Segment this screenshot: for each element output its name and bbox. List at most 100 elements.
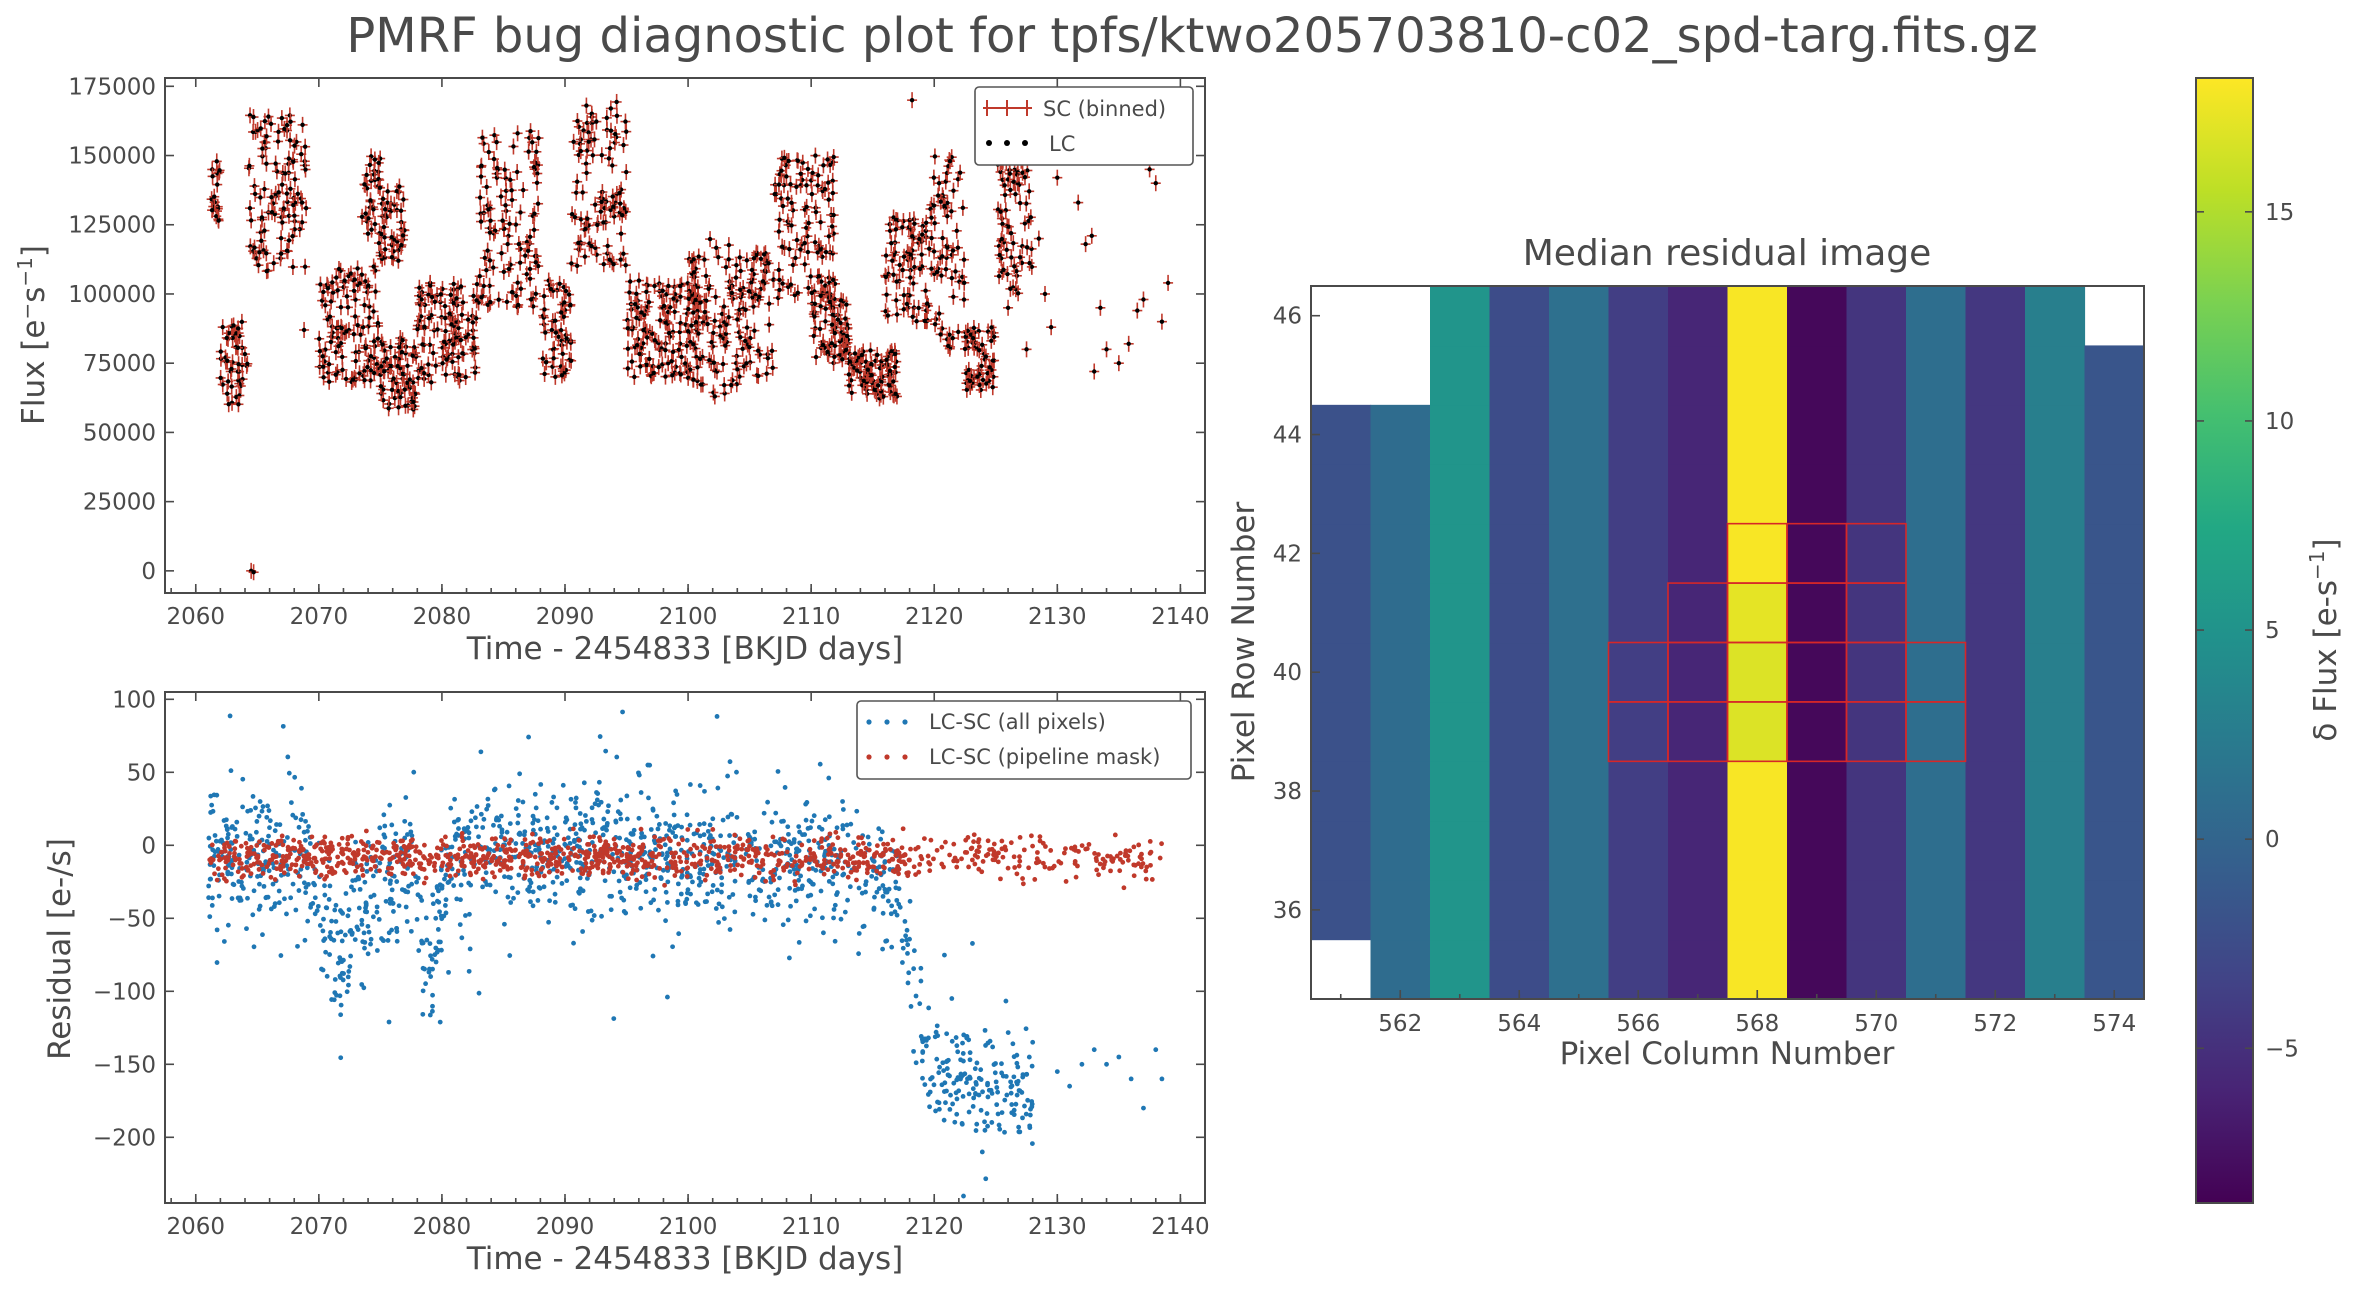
pipeline-mask-point [678,859,684,865]
flux-point [890,385,901,402]
residual-pixel [1608,345,1669,406]
pipeline-mask-point [752,875,758,880]
pipeline-mask-point [1143,876,1149,882]
flux-point [667,367,678,384]
flux-point [660,368,671,385]
flux-point [359,297,370,314]
all-pixels-point [948,1092,953,1098]
pipeline-mask-point [299,863,305,869]
all-pixels-point [866,841,872,847]
pipeline-mask-point [293,868,299,874]
pipeline-mask-point [885,841,891,847]
flux-point [479,249,490,266]
flux-point [777,238,788,255]
pipeline-mask-point [331,869,337,875]
all-pixels-point [1023,1111,1029,1117]
pipeline-mask-point [538,851,543,857]
all-pixels-point [435,927,441,932]
flux-point [215,369,226,386]
all-pixels-point [278,953,284,958]
all-pixels-point [675,898,681,904]
all-pixels-point [578,826,583,832]
flux-y-tick-label: 150000 [68,144,156,170]
flux-point [632,337,643,354]
residual-pixel [1906,464,1967,525]
flux-point [688,304,699,321]
flux-point [268,255,279,272]
flux-point [289,207,300,224]
flux-point [314,330,325,347]
pipeline-mask-point [427,852,433,858]
residual-image-title: Median residual image [1523,233,1932,274]
all-pixels-point [370,873,376,879]
all-pixels-point [433,945,439,951]
pipeline-mask-point [985,838,991,844]
pipeline-mask-point [1147,838,1153,844]
pipeline-mask-point [416,849,422,855]
all-pixels-point [546,919,551,925]
all-pixels-point [971,1095,977,1101]
pipeline-mask-point [280,864,286,869]
pipeline-mask-point [1063,879,1069,884]
all-pixels-point [826,775,832,781]
pipeline-mask-point [1048,848,1054,853]
pipeline-mask-point [501,861,507,867]
all-pixels-point [337,955,343,960]
flux-point [482,242,493,259]
flux-point [500,197,511,214]
flux-point [300,138,311,155]
flux-x-tick-label: 2140 [1151,604,1210,630]
all-pixels-point [899,938,905,944]
sc-binned-legend-label: SC (binned) [1043,97,1166,121]
flux-point [318,283,329,300]
flux-point [342,299,353,316]
all-pixels-point [908,1004,914,1009]
all-pixels-point [754,858,759,864]
all-pixels-point [430,1008,435,1014]
flux-point [663,277,674,294]
flux-x-tick-label: 2060 [166,604,225,630]
all-pixels-point [911,948,917,954]
pipeline-mask-point [671,854,677,860]
all-pixels-point [947,1107,953,1112]
pipeline-mask-point [969,857,975,863]
pipeline-mask-point [604,847,610,852]
all-pixels-point [667,827,672,833]
all-pixels-point [525,887,531,893]
flux-point [1123,335,1134,352]
residual-pixel [1727,464,1788,525]
flux-point [385,339,396,356]
all-pixels-point [380,844,386,850]
all-pixels-point [1016,1124,1022,1130]
residual-pixel [1430,939,1491,1000]
all-pixels-point [315,903,321,909]
all-pixels-point [786,955,792,961]
pipeline-mask-point [541,855,547,861]
pipeline-mask-point [423,875,429,881]
flux-point [326,293,337,310]
pipeline-mask-point [765,852,771,858]
pipeline-mask-point [408,862,414,868]
flux-point [528,298,539,315]
flux-point [676,348,687,365]
all-pixels-point [306,824,311,829]
pipeline-mask-point [1020,876,1025,881]
residual-pixel [1906,701,1967,762]
flux-point [525,260,536,277]
pipeline-mask-point [368,866,374,872]
pipeline-mask-point [939,844,945,850]
all-pixels-point [302,937,308,943]
all-pixels-point [618,816,624,822]
pipeline-mask-point [232,838,238,844]
all-pixels-point [602,878,608,884]
flux-point [828,207,839,224]
pipeline-mask-point [245,868,251,873]
pipeline-mask-point [806,866,812,872]
residual-pixel [1370,701,1431,762]
all-pixels-point [430,1003,435,1009]
all-pixels-point [935,1033,941,1039]
pipeline-mask-point [409,844,415,850]
all-pixels-point [994,1085,1000,1090]
pipeline-mask-point [954,864,960,870]
residual-pixel [1549,464,1610,525]
